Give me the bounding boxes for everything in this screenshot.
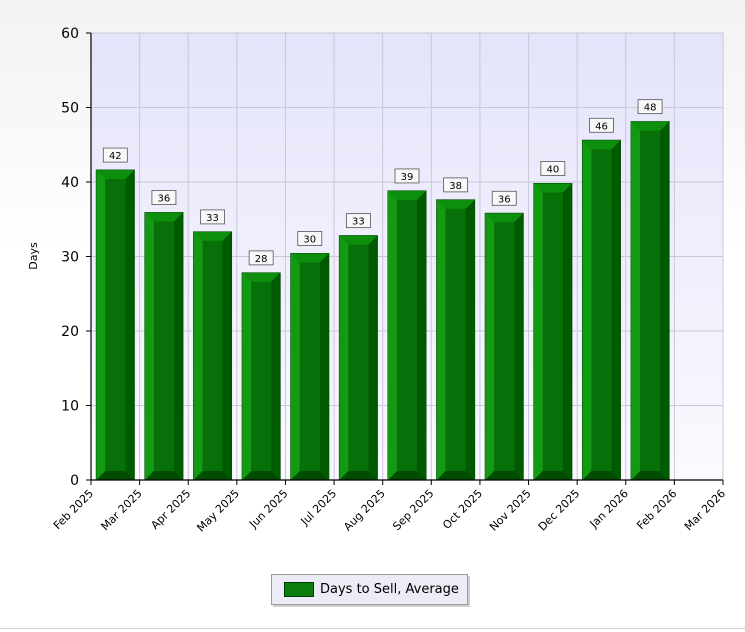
- x-tick-label: Jun 2025: [246, 487, 290, 531]
- svg-text:40: 40: [546, 164, 559, 175]
- bar: [387, 190, 427, 481]
- svg-text:33: 33: [206, 213, 219, 224]
- x-tick-label: Mar 2025: [99, 487, 145, 533]
- x-tick-label: Sep 2025: [390, 487, 436, 533]
- bar: [533, 182, 573, 481]
- svg-text:33: 33: [352, 217, 365, 228]
- value-label: 42: [102, 147, 128, 163]
- bars: [95, 121, 670, 481]
- svg-text:46: 46: [595, 121, 608, 132]
- value-label: 46: [589, 117, 614, 133]
- value-label: 33: [200, 209, 225, 225]
- value-label: 40: [540, 161, 566, 176]
- value-label: 36: [151, 190, 177, 205]
- y-tick-labels: 0 10 20 30 40 50 60: [61, 26, 79, 489]
- bar: [241, 272, 281, 481]
- svg-text:36: 36: [498, 194, 511, 205]
- bar: [630, 121, 670, 481]
- svg-text:38: 38: [449, 181, 462, 192]
- value-labels: 42 36 33 28 30 33 39 38 36 40 46 48: [102, 99, 663, 266]
- x-tick-label: Jul 2025: [298, 487, 340, 529]
- y-tick-label: 40: [61, 175, 79, 191]
- y-tick-label: 10: [61, 399, 79, 415]
- svg-text:42: 42: [109, 151, 122, 162]
- bar: [290, 253, 330, 481]
- value-label: 33: [345, 213, 371, 229]
- value-label: 28: [248, 250, 274, 266]
- bar: [193, 231, 233, 481]
- value-label: 48: [637, 99, 663, 115]
- value-label: 36: [491, 190, 517, 206]
- x-tick-label: Nov 2025: [487, 487, 534, 534]
- legend: Days to Sell, Average: [271, 574, 468, 605]
- bar: [581, 139, 621, 481]
- legend-label: Days to Sell, Average: [320, 582, 459, 597]
- x-tick-label: Dec 2025: [536, 487, 583, 534]
- axes: [86, 32, 724, 485]
- bar: [484, 212, 524, 481]
- svg-text:36: 36: [158, 194, 171, 205]
- x-tick-label: Apr 2025: [148, 487, 193, 532]
- x-tick-label: Feb 2026: [634, 487, 679, 532]
- x-tick-label: Feb 2025: [51, 487, 96, 532]
- svg-text:28: 28: [255, 254, 268, 265]
- y-tick-label: 50: [61, 101, 79, 117]
- x-tick-label: May 2025: [194, 487, 242, 535]
- x-tick-labels: Feb 2025 Mar 2025 Apr 2025 May 2025 Jun 2025…: [51, 487, 728, 535]
- legend-swatch: [284, 582, 314, 597]
- y-tick-label: 0: [70, 473, 79, 489]
- value-label: 30: [297, 231, 323, 246]
- svg-text:39: 39: [401, 172, 414, 183]
- svg-text:48: 48: [644, 103, 657, 114]
- bar: [338, 235, 378, 481]
- x-tick-label: Aug 2025: [341, 487, 388, 534]
- y-axis-title: Days: [27, 242, 40, 270]
- value-label: 38: [443, 177, 469, 193]
- bar: [144, 212, 184, 481]
- y-tick-label: 20: [61, 324, 79, 340]
- bar: [436, 199, 476, 481]
- x-tick-label: Oct 2025: [440, 487, 485, 532]
- x-tick-label: Mar 2026: [682, 487, 728, 533]
- svg-text:30: 30: [303, 235, 316, 246]
- value-label: 39: [394, 168, 420, 184]
- x-tick-label: Jan 2026: [587, 487, 631, 531]
- bar: [95, 169, 135, 481]
- y-tick-label: 60: [61, 26, 79, 42]
- y-tick-label: 30: [61, 250, 79, 266]
- bottom-divider: [0, 628, 745, 629]
